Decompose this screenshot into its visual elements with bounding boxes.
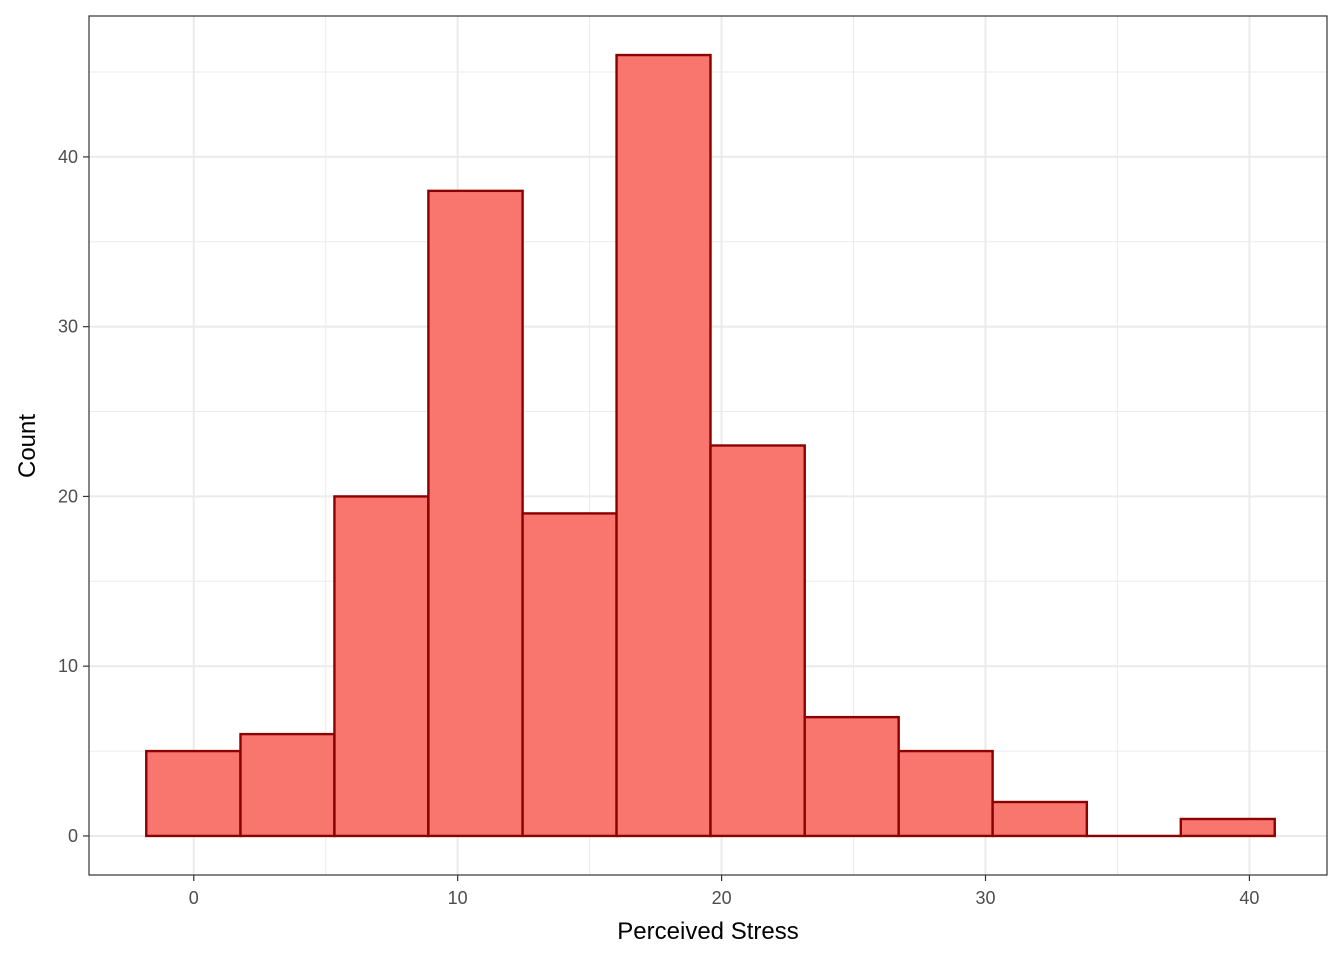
histogram-bars [145,53,1276,838]
x-tick-label: 0 [189,888,199,908]
histogram-bar [427,189,524,838]
y-axis: 0 10 20 30 40 [58,147,89,846]
x-tick-label: 40 [1239,888,1259,908]
y-tick-label: 20 [58,486,78,506]
y-tick-label: 30 [58,317,78,337]
histogram-bar [991,800,1089,838]
y-axis-title: Count [14,414,41,478]
y-tick-label: 40 [58,147,78,167]
histogram-bar [239,732,336,838]
y-tick-label: 0 [68,826,78,846]
histogram-bar [521,512,618,838]
histogram-bar [1179,817,1276,838]
x-axis: 0 10 20 30 40 [189,875,1259,908]
histogram-bar [803,715,900,838]
x-tick-label: 20 [712,888,732,908]
histogram-bar [333,495,430,838]
x-axis-title: Perceived Stress [617,918,798,945]
y-tick-label: 10 [58,656,78,676]
x-tick-label: 10 [448,888,468,908]
x-tick-label: 30 [975,888,995,908]
histogram-bar [897,749,994,838]
histogram-bar [615,53,712,838]
histogram-bar [145,749,242,838]
panel-border [88,15,1328,876]
histogram-bar [709,444,806,838]
